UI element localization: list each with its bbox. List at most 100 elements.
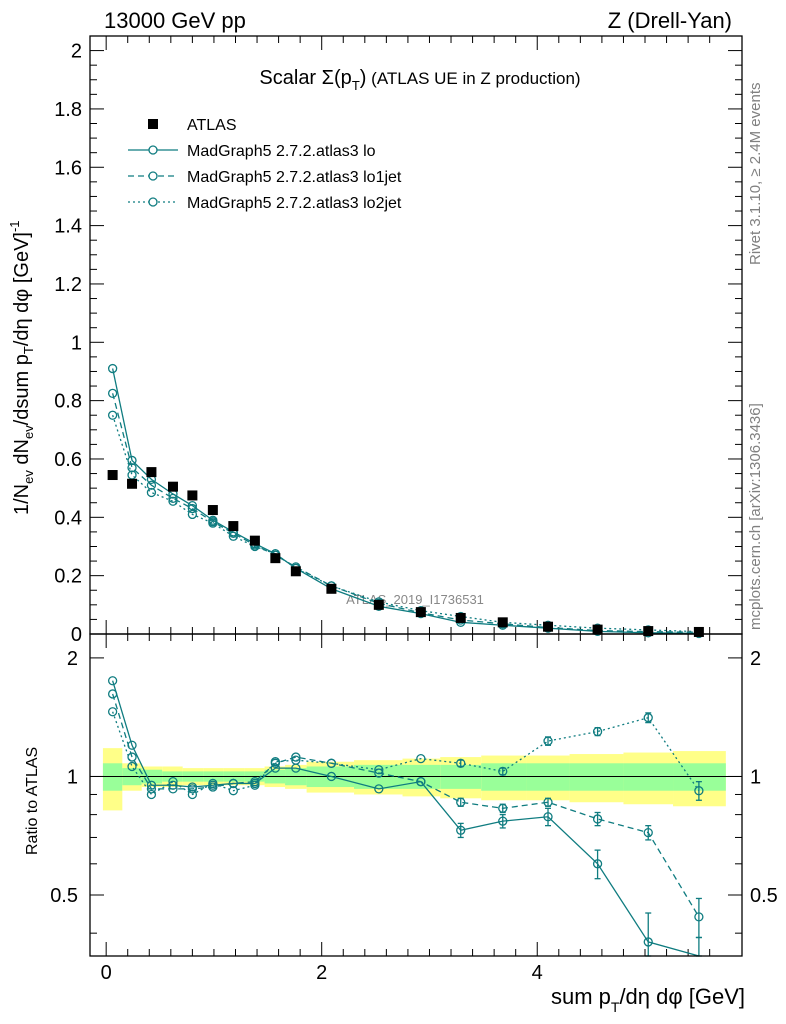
ratio-point	[127, 752, 137, 762]
data-point	[497, 617, 508, 628]
mc-point	[168, 493, 178, 504]
ratio-point	[187, 784, 198, 794]
mc-point	[187, 509, 198, 520]
ratio-point	[592, 726, 603, 737]
axis-ticks	[90, 36, 742, 956]
ratio-line-solid	[112, 680, 700, 957]
mc-point	[168, 496, 178, 506]
legend-marker-circle	[148, 145, 158, 155]
data-point	[107, 470, 118, 481]
ratio-point	[374, 768, 384, 778]
main-ylabel: 1/Nev dNev/dsum pT/dη dφ [GeV]-1	[7, 220, 36, 515]
data-point	[373, 599, 384, 610]
ratio-point	[168, 784, 178, 794]
ratio-point	[694, 786, 704, 796]
legend-entry: MadGraph5 2.7.2.atlas3 lo1jet	[128, 169, 402, 186]
ratio-point	[543, 812, 553, 822]
ratio-point	[456, 797, 466, 807]
ratio-point	[374, 765, 384, 775]
legend-marker-square	[148, 119, 158, 129]
data-point	[455, 612, 466, 623]
ratio-point	[107, 707, 118, 717]
mc-point	[228, 531, 238, 541]
ratio-point	[146, 789, 157, 800]
ratio-point	[643, 937, 653, 947]
header-right: Z (Drell-Yan)	[608, 8, 732, 33]
ratio-point	[326, 771, 337, 782]
mc-point	[146, 480, 157, 490]
ratio-ylabel: Ratio to ATLAS	[24, 747, 41, 855]
mc-point	[187, 503, 198, 514]
atlas-data-points	[107, 467, 704, 637]
x-tick-label: 4	[532, 962, 543, 984]
header-left: 13000 GeV pp	[104, 8, 246, 33]
y-tick-label: 1.4	[54, 216, 82, 238]
ratio-point	[291, 755, 301, 765]
data-point	[643, 626, 654, 637]
ratio-point	[374, 784, 384, 794]
y-tick-label: 0.6	[54, 449, 82, 471]
legend-label: ATLAS	[187, 117, 237, 134]
ratio-point	[416, 753, 426, 764]
ratio-tick-label-right: 1	[750, 766, 761, 788]
data-point	[290, 566, 301, 577]
band-inner-bin	[569, 763, 624, 791]
ratio-point	[250, 780, 260, 790]
mc-point	[107, 388, 118, 398]
ratio-point	[456, 825, 466, 835]
mc-point	[208, 518, 218, 528]
y-tick-label: 1	[71, 332, 82, 354]
ratio-point	[187, 789, 198, 800]
ratio-point	[592, 859, 603, 869]
ratio-point	[456, 758, 466, 768]
y-tick-label: 0.2	[54, 566, 82, 588]
y-tick-label: 1.6	[54, 157, 82, 179]
x-axis-label: sum pT/dη dφ [GeV]	[551, 984, 745, 1015]
data-point	[415, 607, 426, 618]
ratio-plot-frame	[89, 633, 743, 957]
mc-point	[127, 455, 137, 466]
data-point	[693, 626, 704, 637]
ratio-tick-label: 1	[67, 766, 78, 788]
data-point	[592, 624, 603, 635]
legend-entry: ATLAS	[148, 117, 237, 134]
ratio-point	[326, 758, 337, 768]
data-point	[543, 621, 554, 632]
data-point	[187, 490, 198, 501]
ratio-point	[543, 797, 553, 807]
mc-point	[107, 410, 118, 420]
ratio-point	[498, 766, 508, 777]
legend-marker-circle	[148, 171, 158, 181]
ratio-point	[270, 757, 281, 767]
analysis-watermark: ATLAS_2019_I1736531	[346, 592, 484, 607]
ratio-point	[250, 777, 260, 787]
data-point	[249, 535, 260, 546]
ratio-point	[291, 752, 301, 762]
legend: ATLAS MadGraph5 2.7.2.atlas3 lo MadGraph5 …	[128, 117, 402, 212]
mc-point	[107, 363, 118, 374]
x-tick-label: 2	[316, 962, 327, 984]
mcplots-label: mcplots.cern.ch [arXiv:1306.3436]	[747, 403, 764, 630]
ratio-point	[208, 782, 218, 792]
ratio-uncertainty-bands	[90, 748, 742, 811]
ratio-point	[107, 689, 118, 699]
ratio-point	[228, 786, 238, 796]
band-inner-bin	[623, 763, 674, 791]
legend-entry: MadGraph5 2.7.2.atlas3 lo2jet	[128, 195, 402, 212]
ratio-point	[107, 676, 118, 686]
ratio-point	[416, 777, 426, 787]
rivet-label: Rivet 3.1.10, ≥ 2.4M events	[747, 83, 764, 266]
plot-title: Scalar Σ(pT) (ATLAS UE in Z production)	[259, 67, 580, 93]
axis-tick-labels: 0 2 400.20.40.60.811.21.41.61.820.5 0.51 12 2	[50, 41, 778, 984]
data-point	[326, 583, 337, 594]
ratio-point	[643, 827, 653, 838]
data-point	[228, 521, 239, 532]
ratio-point	[592, 814, 603, 824]
band-inner-bin	[102, 763, 123, 791]
ratio-point	[208, 778, 218, 789]
legend-entry: MadGraph5 2.7.2.atlas3 lo	[128, 143, 376, 160]
data-point	[127, 478, 138, 489]
mc-point	[146, 487, 157, 498]
ratio-tick-label-right: 2	[750, 648, 761, 670]
